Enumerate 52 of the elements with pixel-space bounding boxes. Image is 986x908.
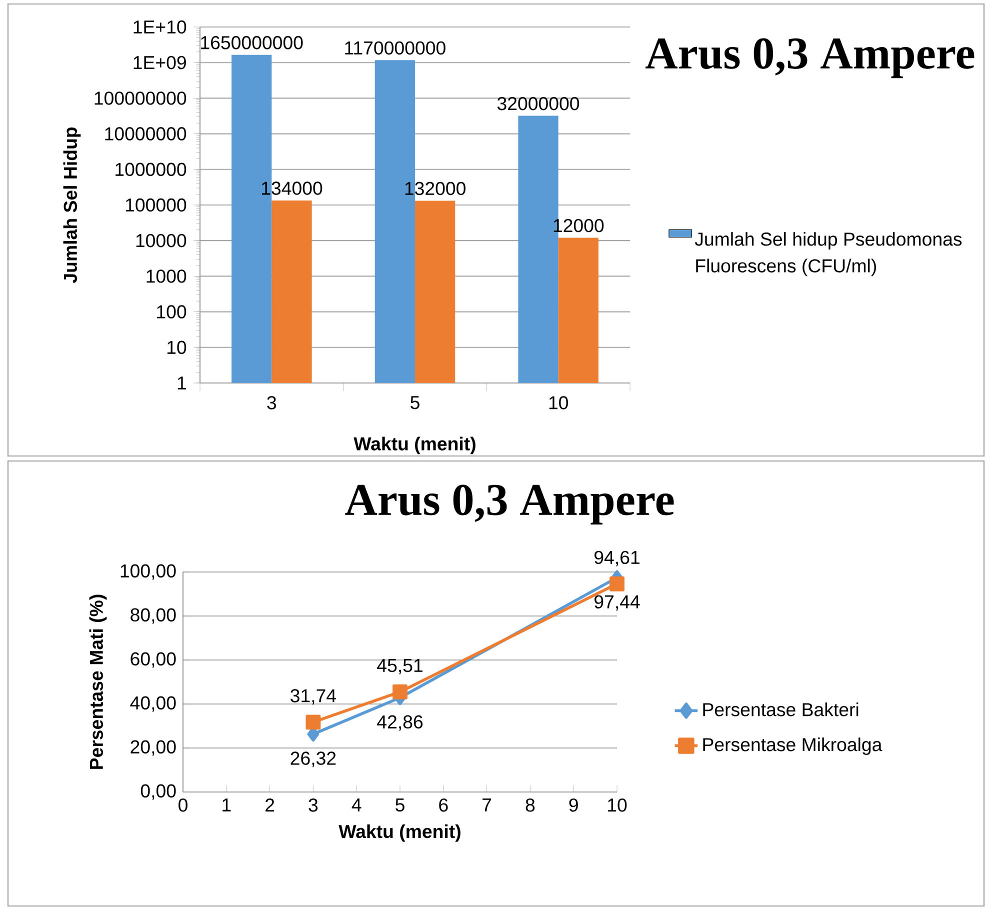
legend-label: Persentase Mikroalga bbox=[703, 738, 882, 755]
y-tick-label: 10 bbox=[168, 340, 186, 354]
text: Arus 0,3 Ampere bbox=[646, 38, 974, 78]
y-tick-label: 10000000 bbox=[105, 127, 186, 140]
x-tick-label: 5 bbox=[410, 396, 420, 410]
data-label: 1650000000 bbox=[201, 36, 303, 50]
y-tick-label: 100000 bbox=[126, 198, 186, 212]
data-label: 42,86 bbox=[377, 715, 423, 731]
x-tick-label: 0 bbox=[178, 798, 188, 812]
point bbox=[392, 684, 408, 700]
x-axis-title: Waktu (menit) bbox=[354, 436, 476, 454]
data-label: 97,44 bbox=[594, 595, 640, 611]
point bbox=[306, 714, 321, 730]
legend-label: Jumlah Sel hidup Pseudomonas Fluorescens (CFU/ml) bbox=[694, 232, 962, 276]
y-tick-label: 100,00 bbox=[120, 564, 176, 580]
y-tick-label: 10000 bbox=[136, 234, 186, 248]
x-axis-title: Waktu (menit) bbox=[338, 824, 460, 842]
data-label: 26,32 bbox=[290, 752, 336, 768]
x-tick-label: 5 bbox=[396, 798, 404, 812]
x-tick-label: 10 bbox=[608, 798, 627, 812]
y-tick-label: 1E+10 bbox=[134, 20, 186, 34]
y-tick-label: 40,00 bbox=[130, 696, 176, 712]
y-tick-label: 1E+09 bbox=[134, 56, 186, 70]
y-tick-label: 1 bbox=[178, 376, 186, 390]
chart-title: Arus 0,3 Ampere bbox=[345, 484, 674, 525]
data-label: 31,74 bbox=[290, 689, 336, 705]
data-label: 94,61 bbox=[594, 550, 640, 566]
y-tick-label: 100000000 bbox=[94, 92, 186, 105]
y-tick-label: 1000000 bbox=[116, 162, 186, 176]
x-tick-label: 7 bbox=[482, 798, 492, 812]
x-tick-label: 3 bbox=[308, 798, 318, 812]
y-tick-label: 60,00 bbox=[130, 652, 176, 668]
point bbox=[610, 576, 624, 592]
y-axis-title: Jumlah Sel Hidup bbox=[63, 127, 81, 284]
y-tick-label: 0,00 bbox=[140, 784, 176, 800]
x-tick-label: 1 bbox=[222, 798, 231, 812]
data-label: 45,51 bbox=[377, 659, 422, 674]
x-tick-label: 3 bbox=[267, 396, 276, 410]
y-tick-label: 100 bbox=[157, 305, 186, 318]
legend-label: Persentase Bakteri bbox=[703, 702, 858, 716]
x-tick-label: 6 bbox=[439, 798, 448, 812]
x-tick-label: 4 bbox=[352, 798, 362, 812]
x-tick-label: 10 bbox=[549, 396, 568, 410]
x-tick-label: 2 bbox=[266, 798, 274, 812]
x-tick-label: 8 bbox=[526, 798, 535, 812]
y-tick-label: 20,00 bbox=[130, 740, 176, 756]
data-label: 32000000 bbox=[497, 96, 580, 110]
x-tick-label: 9 bbox=[569, 798, 578, 812]
y-tick-label: 1000 bbox=[146, 270, 186, 283]
y-axis-title: Persentase Mati (%) bbox=[89, 594, 107, 769]
data-label: 1170000000 bbox=[345, 41, 446, 55]
y-tick-label: 80,00 bbox=[130, 608, 176, 624]
